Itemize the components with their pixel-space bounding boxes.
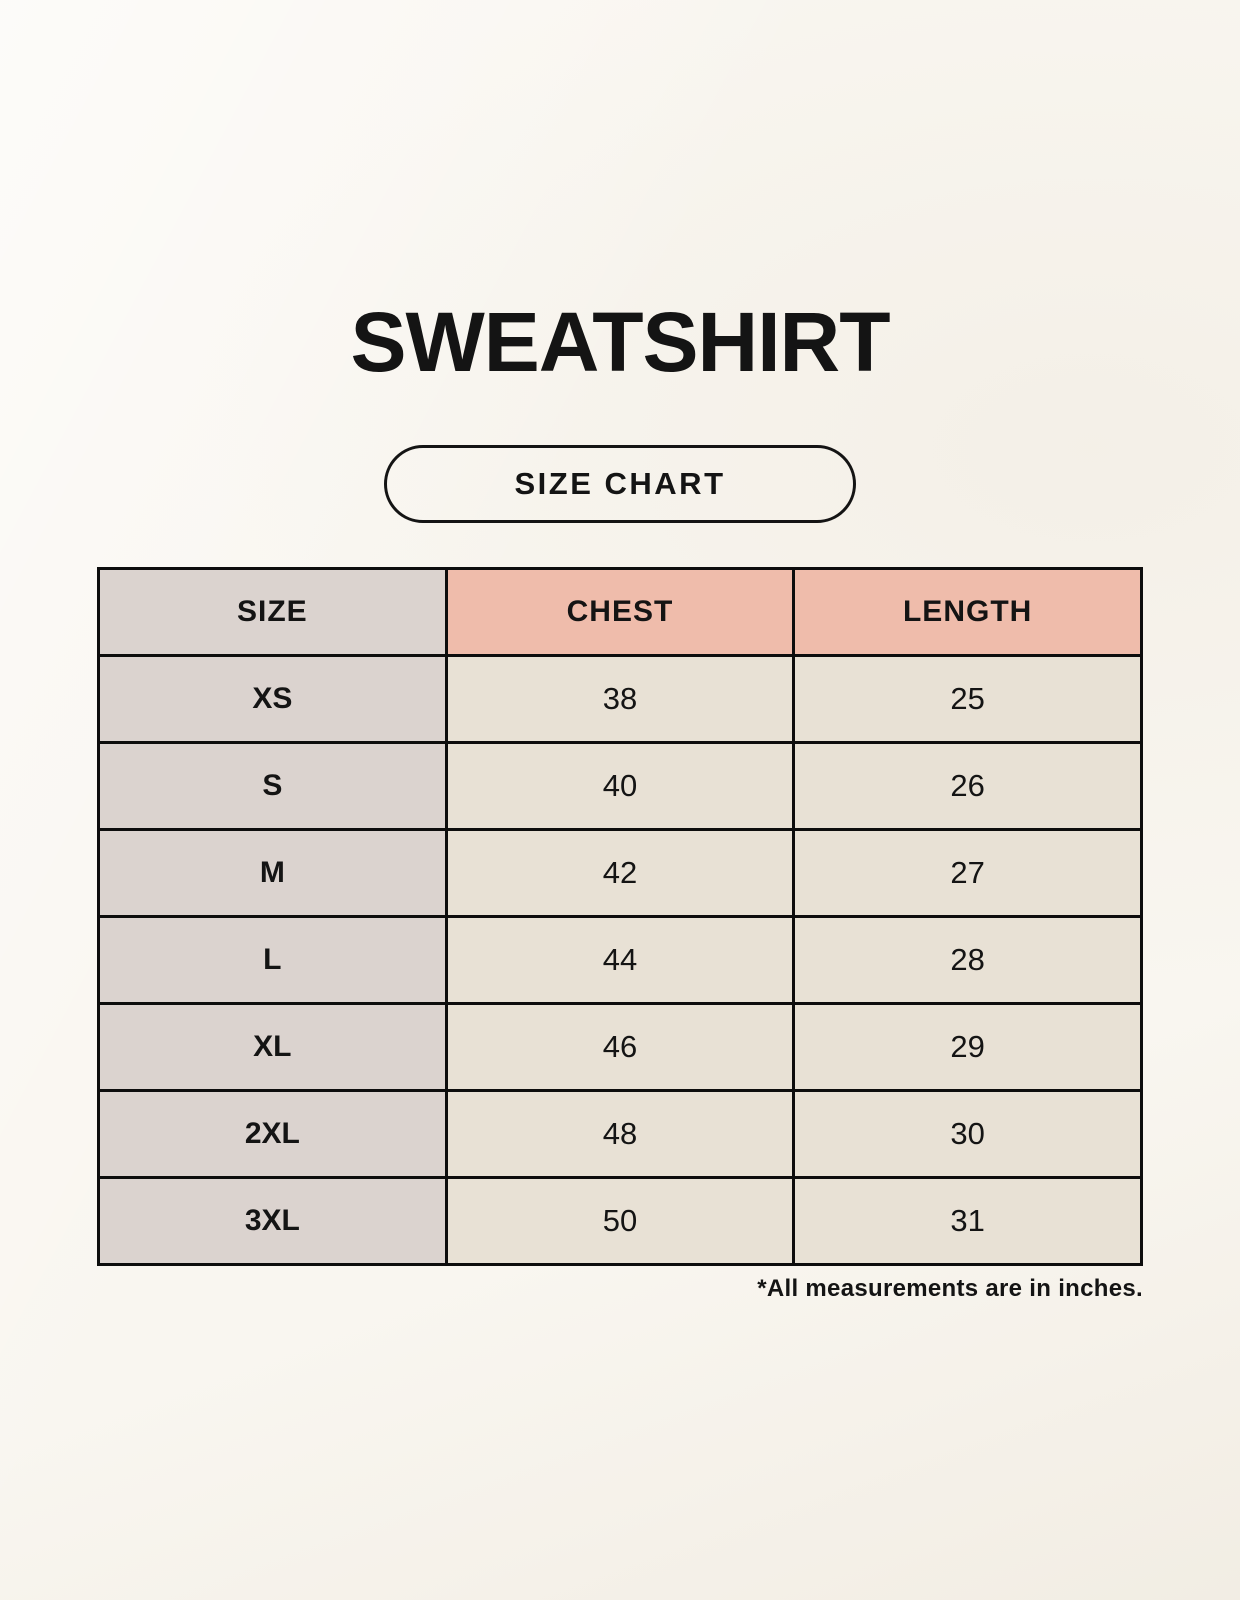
size-label: S — [97, 741, 448, 831]
column-header-chest: CHEST — [444, 567, 796, 657]
size-label: M — [97, 828, 448, 918]
length-value: 28 — [792, 915, 1143, 1005]
table-row: L 44 28 — [97, 915, 1143, 1005]
length-value: 26 — [792, 741, 1143, 831]
size-chart-badge: SIZE CHART — [384, 445, 856, 523]
chest-value: 38 — [444, 654, 796, 744]
size-label: 2XL — [97, 1089, 448, 1179]
chest-value: 44 — [444, 915, 796, 1005]
column-header-size: SIZE — [97, 567, 448, 657]
size-chart-table: SIZE CHEST LENGTH XS 38 25 S 40 26 M 42 … — [97, 567, 1143, 1266]
table-row: S 40 26 — [97, 741, 1143, 831]
table-header-row: SIZE CHEST LENGTH — [97, 567, 1143, 657]
chest-value: 42 — [444, 828, 796, 918]
chest-value: 48 — [444, 1089, 796, 1179]
measurement-units-note: *All measurements are in inches. — [757, 1275, 1143, 1302]
table-row: XL 46 29 — [97, 1002, 1143, 1092]
size-label: XS — [97, 654, 448, 744]
table-row: M 42 27 — [97, 828, 1143, 918]
size-label: XL — [97, 1002, 448, 1092]
table-row: 3XL 50 31 — [97, 1176, 1143, 1266]
length-value: 31 — [792, 1176, 1143, 1266]
table-row: XS 38 25 — [97, 654, 1143, 744]
table-row: 2XL 48 30 — [97, 1089, 1143, 1179]
column-header-length: LENGTH — [792, 567, 1143, 657]
length-value: 27 — [792, 828, 1143, 918]
length-value: 30 — [792, 1089, 1143, 1179]
page-title: SWEATSHIRT — [350, 295, 890, 389]
size-label: 3XL — [97, 1176, 448, 1266]
chest-value: 46 — [444, 1002, 796, 1092]
length-value: 29 — [792, 1002, 1143, 1092]
size-label: L — [97, 915, 448, 1005]
chest-value: 40 — [444, 741, 796, 831]
badge-row: SIZE CHART — [0, 445, 1240, 523]
length-value: 25 — [792, 654, 1143, 744]
chest-value: 50 — [444, 1176, 796, 1266]
